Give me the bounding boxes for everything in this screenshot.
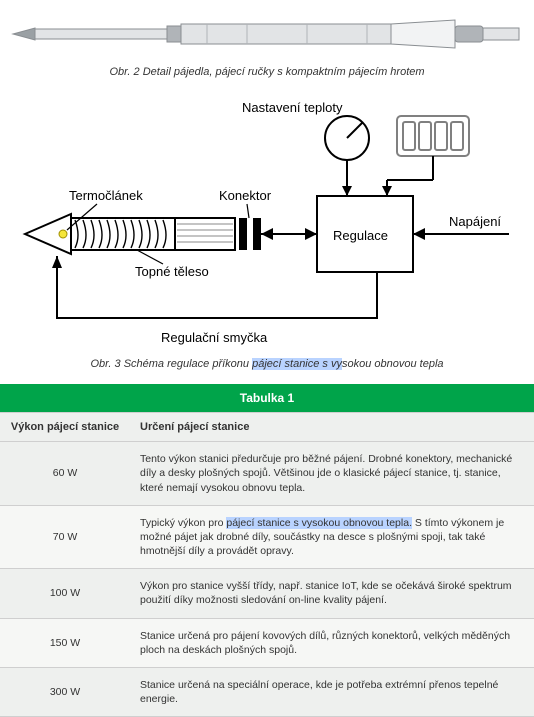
table-cell-desc-pre: Typický výkon pro bbox=[140, 517, 226, 529]
table-cell-power: 300 W bbox=[0, 667, 130, 716]
label-temp-set: Nastavení teploty bbox=[242, 100, 343, 115]
table-row: 60 W Tento výkon stanici předurčuje pro … bbox=[0, 442, 534, 506]
figure-2-soldering-iron bbox=[7, 6, 527, 62]
figure-3-caption: Obr. 3 Schéma regulace příkonu pájecí st… bbox=[0, 358, 534, 370]
figure-3-caption-p2: sokou obnovou tepla bbox=[342, 358, 444, 370]
table-row: 150 W Stanice určená pro pájení kovových… bbox=[0, 618, 534, 667]
table-cell-desc: Stanice určená pro pájení kovových dílů,… bbox=[130, 618, 534, 667]
power-table: Tabulka 1 Výkon pájecí stanice Určení pá… bbox=[0, 384, 534, 717]
table-cell-desc: Stanice určená na speciální operace, kde… bbox=[130, 667, 534, 716]
label-connector: Konektor bbox=[219, 188, 272, 203]
table-row: 300 W Stanice určená na speciální operac… bbox=[0, 667, 534, 716]
label-power: Napájení bbox=[449, 214, 501, 229]
figure-3-caption-prefix: Obr. 3 bbox=[90, 358, 123, 370]
table-cell-power: 70 W bbox=[0, 505, 130, 569]
figure-3-caption-hl: pájecí stanice s vy bbox=[252, 358, 342, 370]
table-row: 70 W Typický výkon pro pájecí stanice s … bbox=[0, 505, 534, 569]
table-cell-desc: Typický výkon pro pájecí stanice s vysok… bbox=[130, 505, 534, 569]
table-col1: Výkon pájecí stanice bbox=[0, 413, 130, 442]
figure-2-caption-prefix: Obr. 2 bbox=[109, 66, 142, 78]
table-cell-desc: Tento výkon stanici předurčuje pro běžné… bbox=[130, 442, 534, 506]
label-heater: Topné těleso bbox=[135, 264, 209, 279]
label-loop: Regulační smyčka bbox=[161, 330, 268, 345]
table-cell-power: 100 W bbox=[0, 569, 130, 618]
figure-2-caption: Obr. 2 Detail pájedla, pájecí ručky s ko… bbox=[0, 66, 534, 78]
figure-2-caption-text: Detail pájedla, pájecí ručky s kompaktní… bbox=[143, 66, 425, 78]
figure-3-caption-p1: Schéma regulace příkonu bbox=[124, 358, 252, 370]
label-regulation: Regulace bbox=[333, 228, 388, 243]
table-cell-desc: Výkon pro stanice vyšší třídy, např. sta… bbox=[130, 569, 534, 618]
figure-3-schematic: Nastavení teploty Regulace Napájení bbox=[17, 92, 517, 354]
table-cell-power: 60 W bbox=[0, 442, 130, 506]
table-cell-power: 150 W bbox=[0, 618, 130, 667]
table-col2: Určení pájecí stanice bbox=[130, 413, 534, 442]
table-title: Tabulka 1 bbox=[0, 384, 534, 413]
label-thermocouple: Termočlánek bbox=[69, 188, 143, 203]
table-row: 100 W Výkon pro stanice vyšší třídy, nap… bbox=[0, 569, 534, 618]
table-cell-desc-hl: pájecí stanice s vysokou obnovou tepla. bbox=[226, 517, 412, 529]
